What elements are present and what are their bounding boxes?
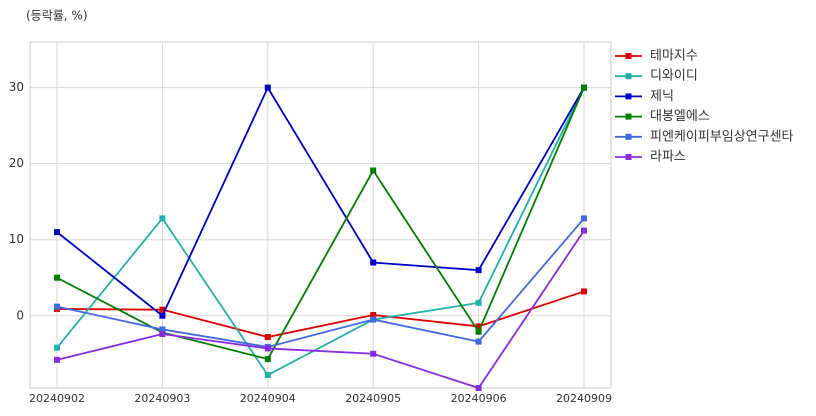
point-marker (159, 306, 166, 313)
point-marker (475, 267, 482, 274)
point-marker (54, 274, 60, 281)
point-marker (370, 311, 377, 318)
point-marker (370, 350, 377, 357)
series-line (56, 230, 585, 390)
point-marker (54, 303, 60, 310)
point-marker (581, 84, 587, 91)
point-marker (581, 215, 587, 222)
point-marker (159, 331, 166, 338)
legend-label: 디와이디 (650, 69, 698, 84)
legend-marker (625, 154, 632, 160)
legend-label: 테마지수 (650, 49, 698, 64)
point-marker (370, 259, 377, 266)
point-marker (264, 84, 271, 91)
legend-label: 제닉 (650, 89, 674, 104)
point-marker (370, 167, 377, 174)
x-tick-label: 20240902 (29, 392, 85, 405)
point-marker (264, 356, 271, 363)
point-marker (54, 356, 60, 363)
series-line (56, 87, 585, 377)
x-tick-label: 20240904 (240, 392, 296, 405)
legend-marker (625, 73, 632, 80)
point-marker (264, 345, 271, 352)
x-tick-label: 20240903 (134, 392, 190, 405)
point-marker (475, 385, 482, 391)
point-marker (475, 328, 482, 335)
legend-marker (625, 113, 632, 120)
y-tick-label: 0 (16, 308, 24, 322)
x-tick-label: 20240909 (556, 392, 612, 405)
plot-frame (29, 41, 612, 389)
legend-label: 대봉엘에스 (650, 109, 710, 124)
y-tick-label: 30 (9, 80, 24, 94)
point-marker (54, 229, 60, 236)
point-marker (475, 338, 482, 345)
y-tick-label: 10 (9, 232, 24, 246)
legend-label: 피엔케이피부임상연구센타 (650, 129, 794, 144)
point-marker (475, 299, 482, 306)
point-marker (475, 323, 482, 330)
series-line (56, 85, 585, 318)
point-marker (581, 288, 587, 295)
point-marker (370, 316, 377, 323)
series-line (56, 217, 585, 348)
series-line (56, 290, 585, 338)
series-line (56, 87, 585, 361)
point-marker (159, 326, 166, 333)
x-tick-label: 20240905 (345, 392, 401, 405)
legend-marker (625, 93, 632, 100)
point-marker (159, 215, 166, 222)
point-marker (264, 372, 271, 379)
point-marker (159, 312, 166, 319)
y-tick-label: 20 (9, 156, 24, 170)
legend-marker (625, 53, 632, 59)
legend-label: 라파스 (650, 150, 686, 165)
y-axis-label: (등락률, %) (26, 9, 88, 23)
x-tick-label: 20240906 (451, 392, 507, 405)
point-marker (54, 344, 60, 351)
point-marker (264, 334, 271, 341)
legend-marker (625, 133, 632, 140)
point-marker (581, 227, 587, 234)
